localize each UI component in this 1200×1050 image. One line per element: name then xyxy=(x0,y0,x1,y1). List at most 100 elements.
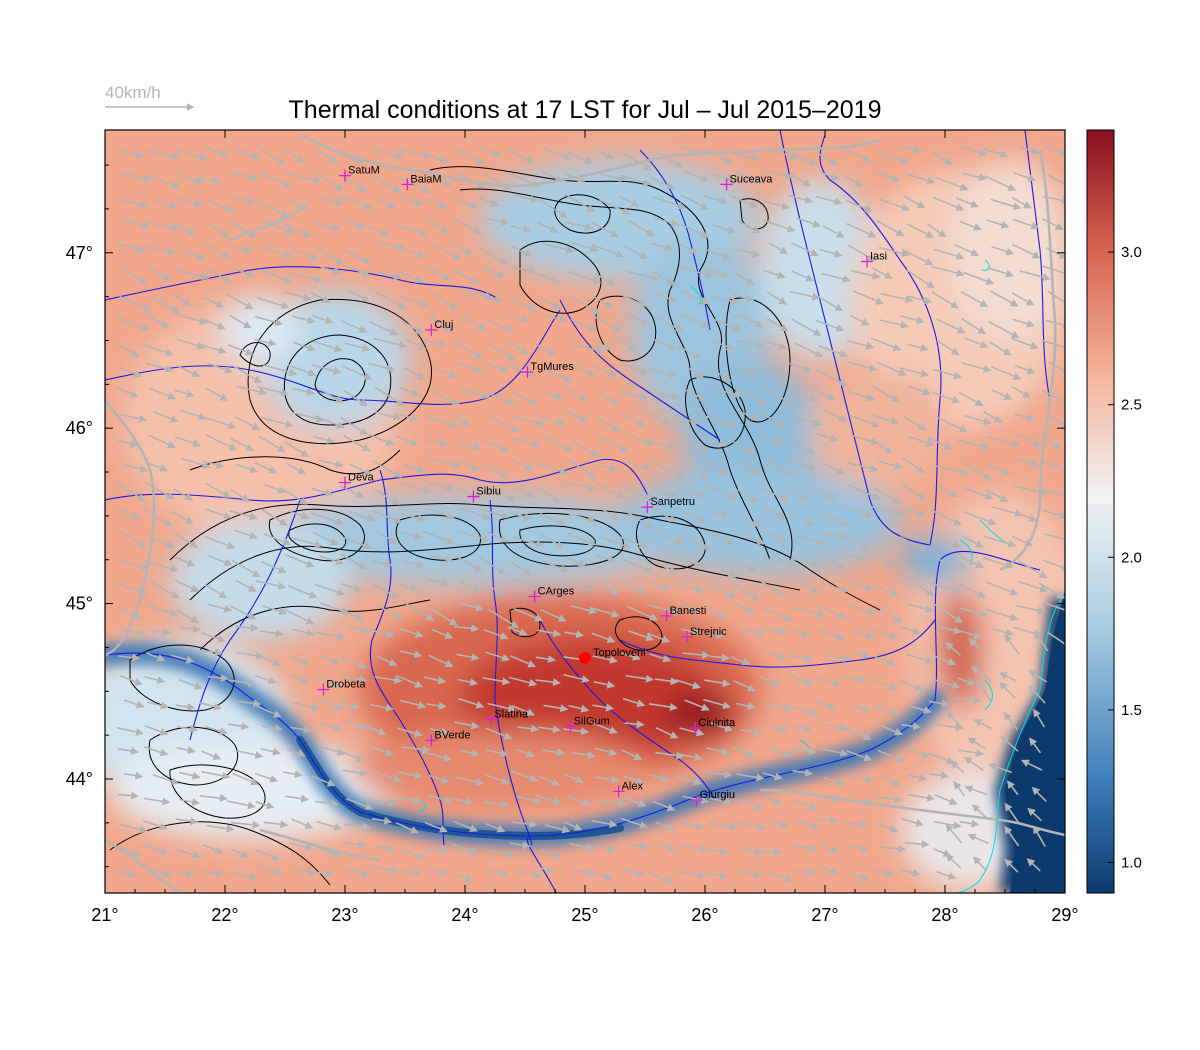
wind-arrow xyxy=(173,389,195,398)
wind-arrow xyxy=(983,535,1017,548)
wind-arrow xyxy=(114,581,147,596)
wind-arrow xyxy=(431,628,454,639)
wind-arrow xyxy=(539,512,566,526)
wind-arrow xyxy=(260,747,281,756)
wind-arrow xyxy=(544,824,571,834)
wind-arrow xyxy=(456,653,480,662)
wind-arrow xyxy=(538,296,561,310)
wind-arrow xyxy=(878,319,909,329)
wind-arrow xyxy=(737,821,766,831)
wind-arrow xyxy=(424,821,448,833)
map-axes: 21° 22° 23° 24° 25° 26° 27° 28° 29° 44° 45° 46° 47° xyxy=(66,130,1079,925)
city-deva: Deva xyxy=(339,472,375,489)
wind-arrow xyxy=(451,217,483,235)
wind-arrow xyxy=(513,194,539,203)
wind-arrow xyxy=(761,607,793,622)
wind-arrow xyxy=(1042,218,1064,230)
wind-arrow xyxy=(564,193,596,213)
wind-arrow xyxy=(286,747,306,757)
wind-arrow xyxy=(232,267,256,278)
wind-arrow xyxy=(908,435,935,447)
wind-arrow xyxy=(374,198,396,209)
wind-arrow xyxy=(903,195,926,209)
wind-arrow xyxy=(457,697,485,709)
wind-arrow xyxy=(232,196,256,205)
wind-arrow xyxy=(790,459,817,471)
wind-arrow xyxy=(340,320,368,333)
wind-arrow xyxy=(843,675,867,683)
wind-arrow xyxy=(346,265,371,277)
wind-arrow xyxy=(483,629,509,640)
wind-arrow xyxy=(340,608,364,621)
wind-arrow xyxy=(846,750,873,762)
wind-arrow xyxy=(510,364,535,377)
wind-arrow xyxy=(510,560,532,576)
wind-arrow xyxy=(570,363,597,377)
wind-arrow xyxy=(564,386,588,402)
wind-arrow xyxy=(565,221,594,231)
wind-arrow xyxy=(963,511,997,526)
wind-arrow xyxy=(340,656,367,669)
wind-arrow xyxy=(1014,413,1036,422)
wind-arrow xyxy=(991,245,1015,256)
city-label: CArges xyxy=(538,586,575,598)
wind-arrow xyxy=(403,366,426,380)
wind-arrow xyxy=(703,698,732,710)
wind-arrow xyxy=(737,489,759,503)
wind-arrow xyxy=(1027,807,1043,822)
wind-arrow xyxy=(625,313,651,325)
wind-arrow xyxy=(655,391,681,401)
wind-arrow xyxy=(120,626,147,638)
wind-arrow xyxy=(791,578,820,594)
wind-arrow xyxy=(453,624,480,633)
wind-arrow xyxy=(513,607,544,622)
wind-arrow xyxy=(989,290,1019,307)
wind-arrow xyxy=(734,365,757,377)
wind-arrow xyxy=(1011,535,1034,547)
wind-arrow xyxy=(485,868,508,877)
wind-arrow xyxy=(959,145,987,157)
wind-arrow xyxy=(451,413,471,426)
city-drobeta: Drobeta xyxy=(317,679,366,696)
wind-arrow xyxy=(314,222,342,232)
wind-arrow xyxy=(567,459,597,479)
wind-arrow xyxy=(933,248,965,260)
wind-arrow xyxy=(900,868,921,877)
wind-arrow xyxy=(147,221,180,232)
wind-arrow xyxy=(705,606,726,619)
wind-arrow xyxy=(371,816,393,825)
wind-arrow xyxy=(931,151,953,165)
wind-arrow xyxy=(822,582,849,593)
wind-arrow xyxy=(1041,339,1065,349)
wind-arrow xyxy=(485,823,506,833)
wind-arrow xyxy=(926,436,953,450)
wind-arrow xyxy=(485,319,513,332)
wind-arrow xyxy=(946,710,964,730)
wind-arrow xyxy=(340,416,369,436)
wind-arrow xyxy=(171,510,194,524)
wind-arrow xyxy=(683,462,710,478)
x-tick-label: 28° xyxy=(931,905,958,925)
wind-arrow xyxy=(511,437,541,448)
wind-arrow xyxy=(983,175,1017,191)
wind-arrow xyxy=(1028,669,1048,683)
wind-arrow xyxy=(572,751,596,760)
wind-arrow xyxy=(593,775,620,784)
wind-arrow xyxy=(987,762,1012,774)
wind-arrow xyxy=(794,868,817,877)
wind-arrow xyxy=(368,362,396,373)
wind-arrow xyxy=(261,246,293,258)
wind-arrow xyxy=(653,217,680,227)
wind-arrow xyxy=(591,820,618,828)
wind-arrow xyxy=(175,313,208,325)
wind-arrow xyxy=(647,871,673,884)
wind-arrow xyxy=(508,295,537,312)
wind-arrow xyxy=(902,457,926,474)
city-label: Drobeta xyxy=(326,679,366,691)
wind-arrow xyxy=(987,464,1010,476)
wind-arrow xyxy=(648,440,677,450)
wind-arrow xyxy=(142,343,174,357)
wind-arrow xyxy=(794,819,820,830)
wind-arrow xyxy=(343,434,371,452)
wind-arrow xyxy=(706,770,733,779)
